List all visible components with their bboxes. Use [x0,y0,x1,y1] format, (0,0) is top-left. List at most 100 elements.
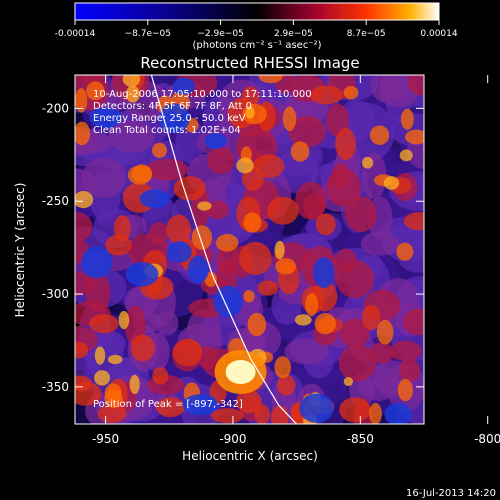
info-block: 10-Aug-2006 17:05:10.000 to 17:11:10.000… [93,89,312,136]
heatmap-area [75,75,424,424]
x-tick-label: -900 [219,432,246,446]
intensity-blob [274,356,292,379]
footer-date: 16-Jul-2013 14:20 [406,488,496,499]
intensity-blob [277,374,296,396]
colorbar-tick-label: 8.7e−05 [347,29,386,39]
negative-blob [166,241,192,263]
intensity-blob [338,344,376,382]
colorbar-tick-label: −8.7e−05 [125,29,171,39]
intensity-blob [156,397,185,418]
intensity-blob [173,176,206,201]
chart-title: Reconstructed RHESSI Image [140,54,359,72]
intensity-blob [253,154,285,178]
intensity-blob [85,272,111,312]
intensity-blob [335,127,356,160]
negative-blob [313,257,335,288]
intensity-blob [399,358,421,382]
info-line-clean: Clean Total counts: 1.02E+04 [93,125,241,136]
intensity-blob [369,125,390,146]
intensity-blob [245,106,255,119]
intensity-blob [108,120,156,153]
negative-blob [89,107,122,129]
colorbar [74,2,440,21]
intensity-blob [215,233,239,252]
intensity-blob [339,318,370,348]
intensity-blob [290,141,310,162]
colorbar-tick-label: 0.00014 [420,29,457,39]
info-line-energy: Energy Range: 25.0 - 50.0 keV [93,113,246,124]
plot-frame [74,74,425,425]
intensity-blob [94,346,106,365]
intensity-blob [81,157,127,198]
intensity-blob [309,85,343,105]
intensity-blob [376,319,394,345]
negative-blob [384,402,412,424]
intensity-blob [361,156,374,169]
intensity-blob [360,231,400,256]
intensity-blob [315,213,336,236]
intensity-blob [397,378,413,402]
intensity-blob [235,389,262,414]
intensity-blob [266,196,299,225]
negative-blob [81,246,113,279]
intensity-blob [274,240,285,260]
intensity-blob [247,312,267,337]
info-line-time: 10-Aug-2006 17:05:10.000 to 17:11:10.000 [93,89,312,100]
intensity-blob [361,304,381,331]
negative-blob [172,77,196,95]
peak-position-label: Position of Peak = [-897,-342] [93,399,243,410]
intensity-blob [284,338,329,365]
colorbar-tick-label: −2.9e−05 [197,29,243,39]
intensity-blob [191,225,213,250]
intensity-blob [343,85,359,100]
intensity-blob [122,75,141,87]
negative-blob [182,394,219,416]
intensity-blob [282,106,297,132]
intensity-blob [152,367,169,385]
intensity-blob [258,75,283,84]
intensity-blob [197,201,212,211]
intensity-blob [339,397,371,423]
intensity-blob [75,375,92,391]
intensity-blob [239,241,272,275]
intensity-blob [343,377,354,387]
intensity-blob [125,85,140,103]
intensity-blob [305,292,319,317]
intensity-blob [152,142,168,158]
intensity-blob [86,81,105,101]
intensity-blob [118,310,130,330]
intensity-blob [402,308,424,336]
intensity-blob [166,214,191,245]
intensity-blob [303,193,325,220]
intensity-blob [257,280,279,296]
intensity-blob [396,242,414,261]
negative-blob [187,255,209,284]
intensity-blob [407,75,424,96]
x-tick-label: -800 [474,432,500,446]
y-tick-label: -300 [42,287,69,301]
intensity-blob [211,408,244,424]
y-tick-label: -200 [42,101,69,115]
y-tick-label: -350 [42,380,69,394]
solar-limb-line [150,75,298,424]
intensity-blob [207,146,235,174]
intensity-blob [405,129,424,145]
intensity-blob [378,77,419,108]
intensity-blob [243,212,262,233]
intensity-blob [75,341,89,359]
intensity-blob [294,314,312,326]
intensity-blob [129,374,140,395]
x-tick-label: -850 [347,432,374,446]
intensity-blob [207,200,230,220]
intensity-blob [146,158,189,181]
peak-source [225,360,256,385]
intensity-blob [403,212,424,231]
intensity-blob [369,402,382,424]
intensity-blob [335,259,375,299]
intensity-blob [383,176,400,190]
negative-blob [125,262,159,287]
colorbar-tick-label: 2.9e−05 [274,29,313,39]
intensity-blob [243,289,255,303]
intensity-blob [331,163,350,189]
